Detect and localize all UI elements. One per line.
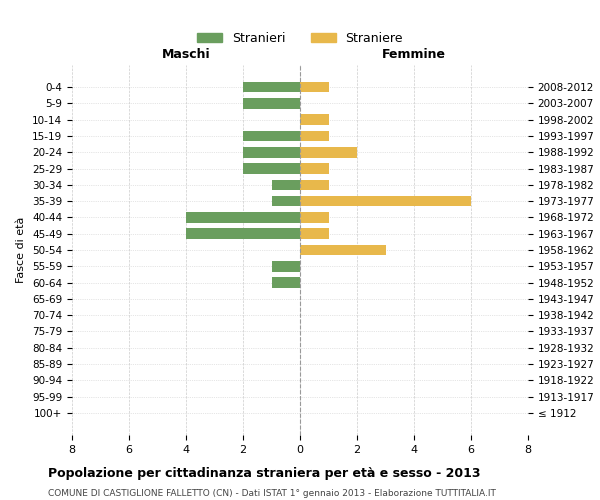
Text: Femmine: Femmine (382, 48, 446, 62)
Bar (300, 212, 329, 222)
Bar (300, 147, 357, 158)
Bar (300, 82, 329, 92)
Bar (271, 261, 300, 272)
Bar (271, 196, 300, 206)
Bar (186, 228, 300, 239)
Bar (243, 130, 300, 141)
Bar (300, 244, 386, 256)
Bar (243, 82, 300, 92)
Text: Popolazione per cittadinanza straniera per età e sesso - 2013: Popolazione per cittadinanza straniera p… (48, 468, 481, 480)
Text: COMUNE DI CASTIGLIONE FALLETTO (CN) - Dati ISTAT 1° gennaio 2013 - Elaborazione : COMUNE DI CASTIGLIONE FALLETTO (CN) - Da… (48, 489, 496, 498)
Bar (186, 212, 300, 222)
Bar (271, 180, 300, 190)
Legend: Stranieri, Straniere: Stranieri, Straniere (192, 27, 408, 50)
Bar (300, 114, 329, 125)
Bar (300, 164, 329, 174)
Y-axis label: Fasce di età: Fasce di età (16, 217, 26, 283)
Bar (300, 196, 471, 206)
Text: Maschi: Maschi (161, 48, 211, 62)
Bar (300, 130, 329, 141)
Bar (243, 147, 300, 158)
Bar (300, 180, 329, 190)
Bar (243, 98, 300, 108)
Bar (243, 164, 300, 174)
Bar (271, 278, 300, 288)
Bar (300, 228, 329, 239)
